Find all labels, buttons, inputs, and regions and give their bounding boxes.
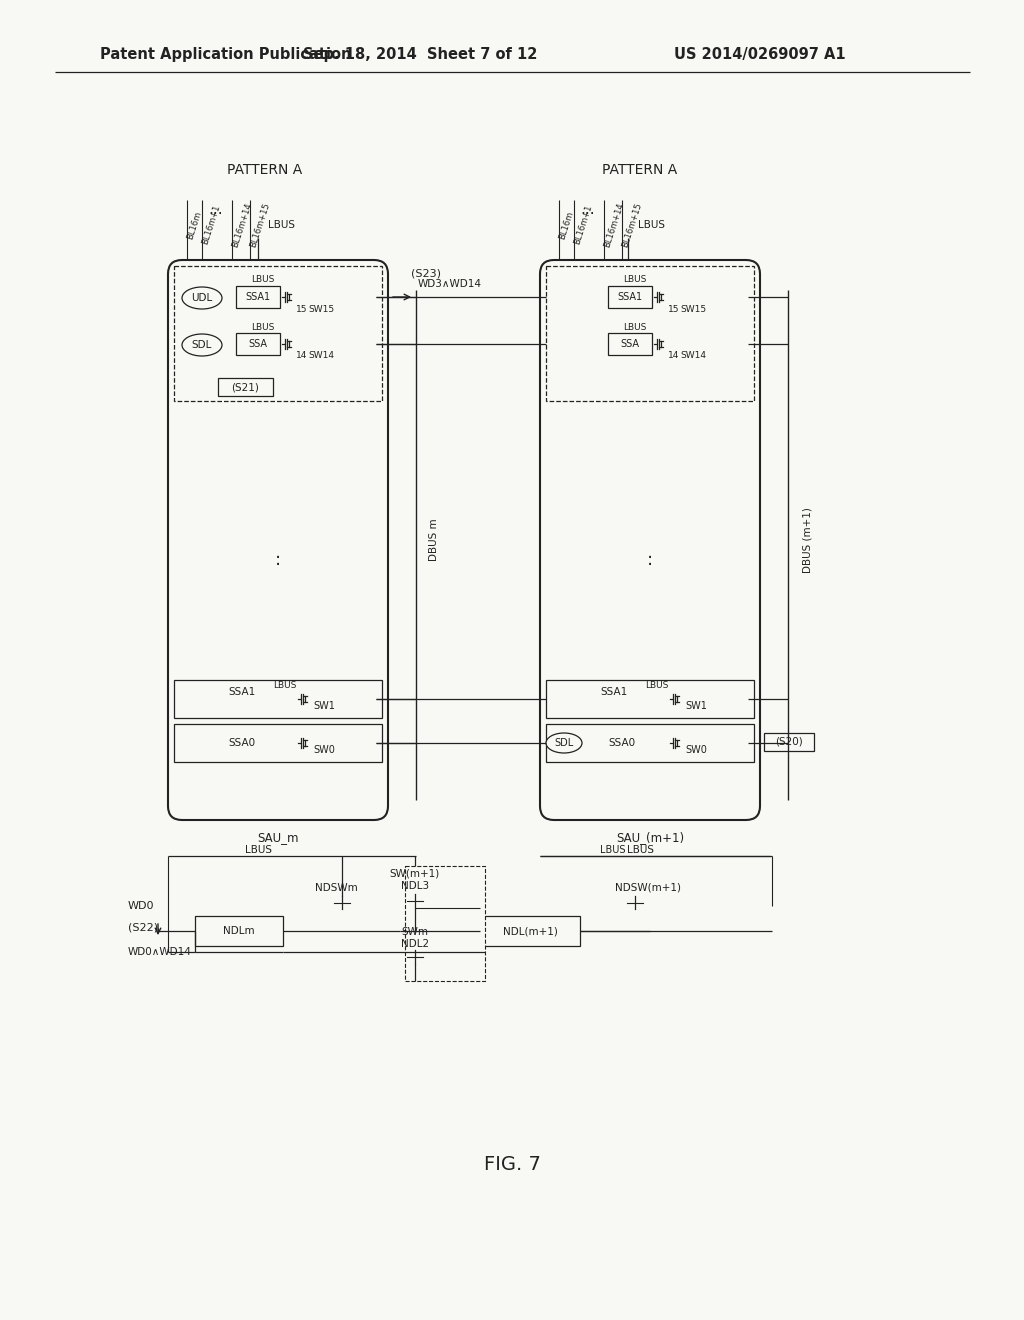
Text: SW1: SW1 bbox=[313, 701, 335, 711]
Text: 15: 15 bbox=[668, 305, 680, 314]
Text: DBUS m: DBUS m bbox=[429, 519, 439, 561]
Text: SWm: SWm bbox=[401, 927, 428, 937]
Text: SW15: SW15 bbox=[680, 305, 707, 314]
Text: 15: 15 bbox=[296, 305, 307, 314]
Text: (S22): (S22) bbox=[128, 923, 158, 933]
Text: BL16m+15: BL16m+15 bbox=[620, 202, 643, 248]
Text: BL16m+15: BL16m+15 bbox=[248, 202, 271, 248]
FancyBboxPatch shape bbox=[540, 260, 760, 820]
Bar bbox=[406, 866, 485, 981]
Text: LBUS: LBUS bbox=[600, 845, 626, 855]
Bar bbox=[218, 378, 273, 396]
Text: WD0: WD0 bbox=[128, 902, 155, 911]
Text: SW0: SW0 bbox=[313, 744, 335, 755]
Text: (S20): (S20) bbox=[775, 737, 803, 747]
Text: LBUS: LBUS bbox=[251, 322, 274, 331]
Bar bbox=[480, 916, 580, 946]
Text: (S21): (S21) bbox=[231, 381, 259, 392]
Text: NDL3: NDL3 bbox=[401, 880, 429, 891]
Bar bbox=[608, 286, 652, 308]
Text: PATTERN A: PATTERN A bbox=[227, 162, 303, 177]
Text: FIG. 7: FIG. 7 bbox=[483, 1155, 541, 1175]
Text: :: : bbox=[647, 550, 653, 569]
Text: SW(m+1): SW(m+1) bbox=[390, 869, 440, 879]
Text: WD3∧WD14: WD3∧WD14 bbox=[418, 279, 482, 289]
Bar bbox=[546, 680, 754, 718]
Text: LBUS: LBUS bbox=[624, 276, 647, 285]
Bar bbox=[608, 333, 652, 355]
Bar bbox=[195, 916, 283, 946]
Text: SSA: SSA bbox=[249, 339, 267, 348]
Text: SW14: SW14 bbox=[680, 351, 706, 360]
Text: US 2014/0269097 A1: US 2014/0269097 A1 bbox=[674, 48, 846, 62]
Text: SSA1: SSA1 bbox=[617, 292, 643, 302]
Text: SSA0: SSA0 bbox=[608, 738, 635, 748]
Text: LBUS: LBUS bbox=[251, 276, 274, 285]
Text: BL16m+14: BL16m+14 bbox=[602, 202, 625, 248]
Text: ...: ... bbox=[581, 202, 595, 218]
Text: PATTERN A: PATTERN A bbox=[602, 162, 678, 177]
Ellipse shape bbox=[182, 334, 222, 356]
Text: LBUS: LBUS bbox=[645, 681, 669, 690]
Ellipse shape bbox=[182, 286, 222, 309]
Text: NDSWm: NDSWm bbox=[315, 883, 357, 894]
Text: NDLm: NDLm bbox=[223, 927, 255, 936]
Text: ...: ... bbox=[209, 202, 223, 218]
Bar bbox=[174, 680, 382, 718]
Text: LBUS: LBUS bbox=[638, 220, 665, 230]
Text: 14: 14 bbox=[668, 351, 679, 360]
Text: SW1: SW1 bbox=[685, 701, 707, 711]
Text: SDL: SDL bbox=[191, 341, 212, 350]
Text: (S23): (S23) bbox=[411, 268, 441, 279]
Bar bbox=[546, 723, 754, 762]
Text: LBUS: LBUS bbox=[624, 322, 647, 331]
Text: SSA1: SSA1 bbox=[228, 686, 255, 697]
Text: NDL2: NDL2 bbox=[401, 939, 429, 949]
Text: SW15: SW15 bbox=[308, 305, 334, 314]
Text: LBUS: LBUS bbox=[245, 845, 271, 855]
Text: SSA: SSA bbox=[621, 339, 640, 348]
Bar bbox=[174, 267, 382, 401]
Text: BL16m: BL16m bbox=[557, 210, 574, 240]
Text: LBUS: LBUS bbox=[273, 681, 296, 690]
Text: SSA1: SSA1 bbox=[246, 292, 270, 302]
Text: WD0∧WD14: WD0∧WD14 bbox=[128, 946, 191, 957]
Text: NDSW(m+1): NDSW(m+1) bbox=[615, 883, 681, 894]
Text: DBUS (m+1): DBUS (m+1) bbox=[803, 507, 813, 573]
Text: LBUS: LBUS bbox=[627, 845, 653, 855]
Bar bbox=[174, 723, 382, 762]
FancyBboxPatch shape bbox=[168, 260, 388, 820]
Text: Sep. 18, 2014  Sheet 7 of 12: Sep. 18, 2014 Sheet 7 of 12 bbox=[303, 48, 538, 62]
Text: LBUS: LBUS bbox=[268, 220, 295, 230]
Text: SAU_(m+1): SAU_(m+1) bbox=[616, 832, 684, 845]
Text: NDL(m+1): NDL(m+1) bbox=[503, 927, 557, 936]
Text: Patent Application Publication: Patent Application Publication bbox=[100, 48, 351, 62]
Text: UDL: UDL bbox=[191, 293, 213, 304]
Bar bbox=[764, 733, 814, 751]
Text: SW0: SW0 bbox=[685, 744, 707, 755]
Bar bbox=[546, 267, 754, 401]
Text: SSA1: SSA1 bbox=[600, 686, 628, 697]
Text: BL16m+1: BL16m+1 bbox=[200, 203, 221, 246]
Bar bbox=[236, 286, 280, 308]
Text: SDL: SDL bbox=[554, 738, 573, 748]
Text: BL16m+1: BL16m+1 bbox=[572, 203, 593, 246]
Text: :: : bbox=[274, 550, 281, 569]
Text: SSA0: SSA0 bbox=[228, 738, 255, 748]
Text: 14: 14 bbox=[296, 351, 307, 360]
Text: BL16m+14: BL16m+14 bbox=[230, 202, 253, 248]
Bar bbox=[236, 333, 280, 355]
Text: SAU_m: SAU_m bbox=[257, 832, 299, 845]
Text: BL16m: BL16m bbox=[185, 210, 203, 240]
Ellipse shape bbox=[546, 733, 582, 752]
Text: SW14: SW14 bbox=[308, 351, 334, 360]
